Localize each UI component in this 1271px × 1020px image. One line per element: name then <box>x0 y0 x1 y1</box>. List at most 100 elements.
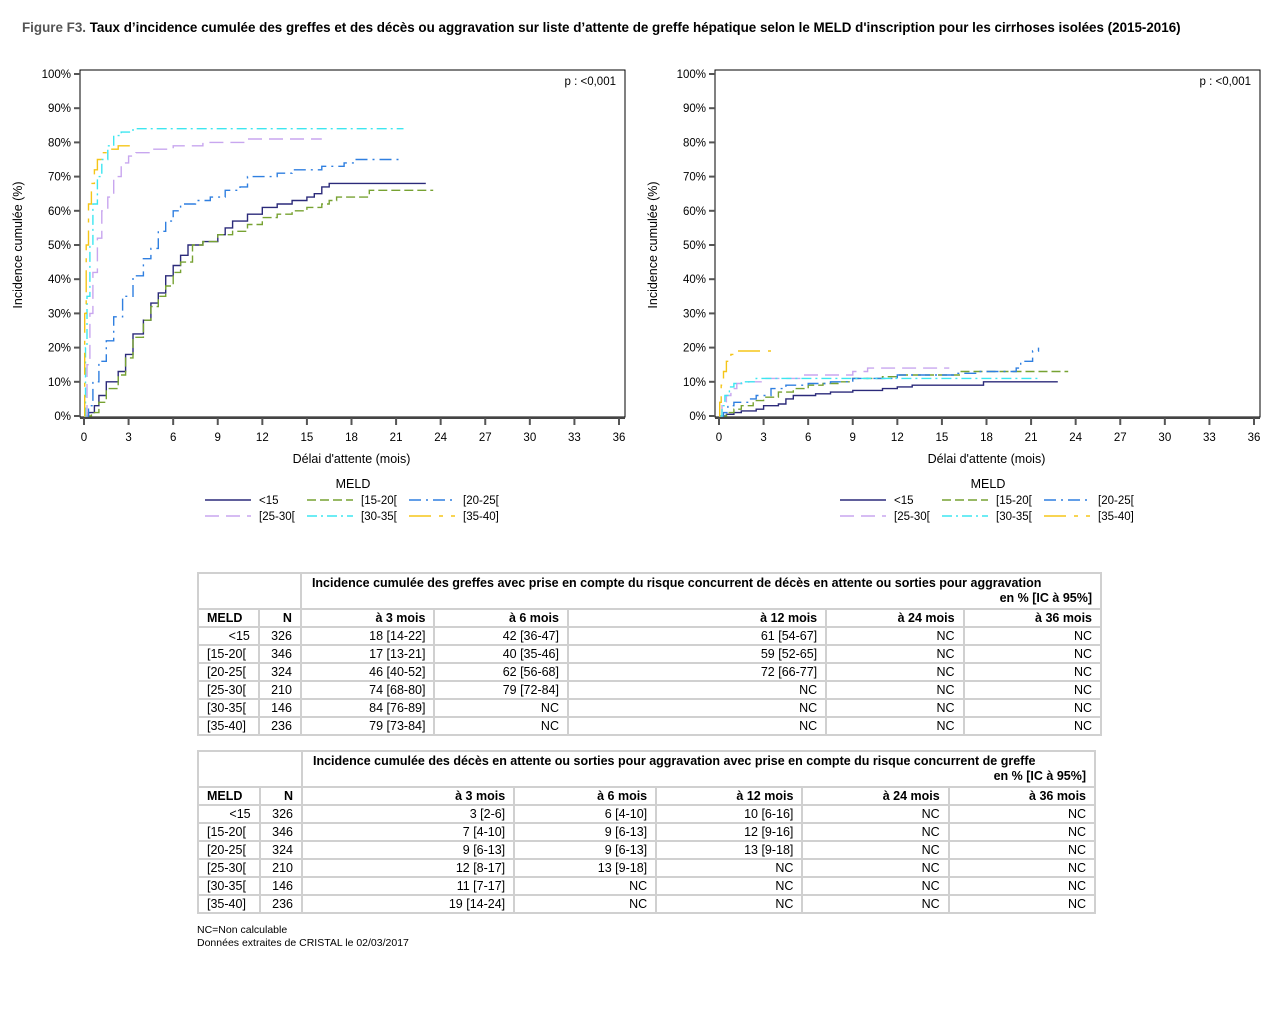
value-cell: NC <box>801 858 950 878</box>
value-cell: NC <box>825 716 965 736</box>
x-tick-label: 21 <box>390 432 403 444</box>
x-tick-label: 18 <box>345 432 358 444</box>
series-line-25-30 <box>84 138 322 417</box>
legend-label: [25-30[ <box>894 511 931 523</box>
legend-label: [30-35[ <box>361 511 398 523</box>
x-tick-label: 9 <box>215 432 221 444</box>
value-cell: 79 [73-84] <box>299 716 436 736</box>
y-tick-label: 50% <box>48 240 71 252</box>
x-tick-label: 36 <box>1248 432 1261 444</box>
meld-cell: [30-35[ <box>197 698 260 718</box>
legend-label: [30-35[ <box>996 511 1033 523</box>
x-tick-label: 30 <box>1158 432 1171 444</box>
x-tick-label: 3 <box>760 432 766 444</box>
legend-label: [25-30[ <box>259 511 296 523</box>
n-cell: 146 <box>258 876 304 896</box>
n-cell: 326 <box>257 626 302 646</box>
value-cell: 40 [35-46] <box>433 644 569 664</box>
table-header-row: Incidence cumulée des greffes avec prise… <box>197 572 1103 610</box>
x-tick-label: 9 <box>850 432 856 444</box>
value-cell: 9 [6-13] <box>513 822 658 842</box>
table-row: <15 326 3 [2-6] 6 [4-10] 10 [6-16] NC NC <box>197 804 1097 824</box>
n-cell: 324 <box>257 662 302 682</box>
value-cell: NC <box>566 680 828 700</box>
value-cell: NC <box>962 662 1103 682</box>
table-row: [35-40] 236 19 [14-24] NC NC NC NC <box>197 894 1097 914</box>
table-header-title: Incidence cumulée des greffes avec prise… <box>311 576 1042 590</box>
meld-cell: [15-20[ <box>197 822 261 842</box>
y-axis-label: Incidence cumulée (%) <box>11 181 25 308</box>
value-cell: NC <box>947 822 1097 842</box>
x-tick-label: 27 <box>479 432 492 444</box>
column-header: à 6 mois <box>433 608 569 628</box>
y-tick-label: 30% <box>683 308 706 320</box>
value-cell: NC <box>947 858 1097 878</box>
n-cell: 146 <box>257 698 302 718</box>
chart-panel-2: 0%10%20%30%40%50%60%70%80%90%100%0 3 6 9 12 1… <box>646 69 1261 523</box>
x-tick-label: 24 <box>434 432 447 444</box>
column-header: MELD <box>197 608 260 628</box>
value-cell: NC <box>825 680 965 700</box>
table-header: Incidence cumulée des greffes avec prise… <box>299 572 1103 610</box>
value-cell: 12 [9-16] <box>655 822 804 842</box>
x-tick-label: 12 <box>256 432 269 444</box>
series-line-15-20 <box>84 189 434 417</box>
table-row: [15-20[346 17 [13-21] 40 [35-46] 59 [52-65]… <box>197 644 1103 664</box>
plot-frame <box>714 69 1261 418</box>
value-cell: NC <box>513 876 658 896</box>
legend-label: [20-25[ <box>1098 495 1135 507</box>
value-cell: NC <box>801 822 950 842</box>
series-line-25-30 <box>719 367 950 417</box>
y-tick-label: 80% <box>48 137 71 149</box>
x-tick-label: 6 <box>170 432 176 444</box>
value-cell: 18 [14-22] <box>299 626 436 646</box>
y-tick-label: 10% <box>48 377 71 389</box>
meld-cell: [25-30[ <box>197 680 260 700</box>
value-cell: 19 [14-24] <box>300 894 516 914</box>
table-row: [35-40] 236 79 [73-84] NC NC NC NC <box>197 716 1103 736</box>
footnotes: NC=Non calculable Données extraites de C… <box>197 924 409 950</box>
value-cell: 11 [7-17] <box>300 876 516 896</box>
table-row: [20-25[324 9 [6-13] 9 [6-13] 13 [9-18] NC NC <box>197 840 1097 860</box>
x-tick-label: 27 <box>1114 432 1127 444</box>
y-tick-label: 90% <box>683 103 706 115</box>
x-tick-label: 0 <box>716 432 722 444</box>
meld-cell: [25-30[ <box>197 858 261 878</box>
value-cell: NC <box>801 894 950 914</box>
value-cell: NC <box>801 804 950 824</box>
legend-label: [15-20[ <box>361 495 398 507</box>
legend: MELD <15 [15-20[[20-25[[25-30[[30-35[[35-4… <box>205 477 500 523</box>
value-cell: NC <box>825 662 965 682</box>
legend-label: <15 <box>894 495 914 507</box>
value-cell: NC <box>962 644 1103 664</box>
value-cell: 17 [13-21] <box>299 644 436 664</box>
chart-panel-1: 0%10%20%30%40%50%60%70%80%90%100%0 3 6 9 12 1… <box>11 69 626 523</box>
value-cell: 7 [4-10] <box>300 822 516 842</box>
value-cell: 62 [56-68] <box>433 662 569 682</box>
legend-title: MELD <box>971 477 1006 491</box>
value-cell: 72 [66-77] <box>566 662 828 682</box>
legend-label: [35-40] <box>1098 511 1134 523</box>
column-header: à 36 mois <box>947 786 1097 806</box>
meld-cell: [20-25[ <box>197 840 261 860</box>
meld-cell: [15-20[ <box>197 644 260 664</box>
value-cell: NC <box>433 698 569 718</box>
column-header: à 36 mois <box>962 608 1103 628</box>
value-cell: 6 [4-10] <box>513 804 658 824</box>
y-tick-label: 60% <box>683 206 706 218</box>
y-tick-label: 100% <box>677 69 706 81</box>
series-line-35-40 <box>719 350 771 417</box>
y-tick-label: 40% <box>48 274 71 286</box>
series-line-35-40 <box>84 145 133 417</box>
table-row: [15-20[346 7 [4-10] 9 [6-13] 12 [9-16] NC NC <box>197 822 1097 842</box>
x-tick-label: 21 <box>1025 432 1038 444</box>
figure-label: Figure F3. <box>22 20 86 35</box>
meld-cell: [30-35[ <box>197 876 261 896</box>
column-header: à 3 mois <box>300 786 516 806</box>
plot-frame <box>79 69 626 418</box>
value-cell: NC <box>566 716 828 736</box>
x-axis-label: Délai d'attente (mois) <box>293 452 411 466</box>
value-cell: 12 [8-17] <box>300 858 516 878</box>
